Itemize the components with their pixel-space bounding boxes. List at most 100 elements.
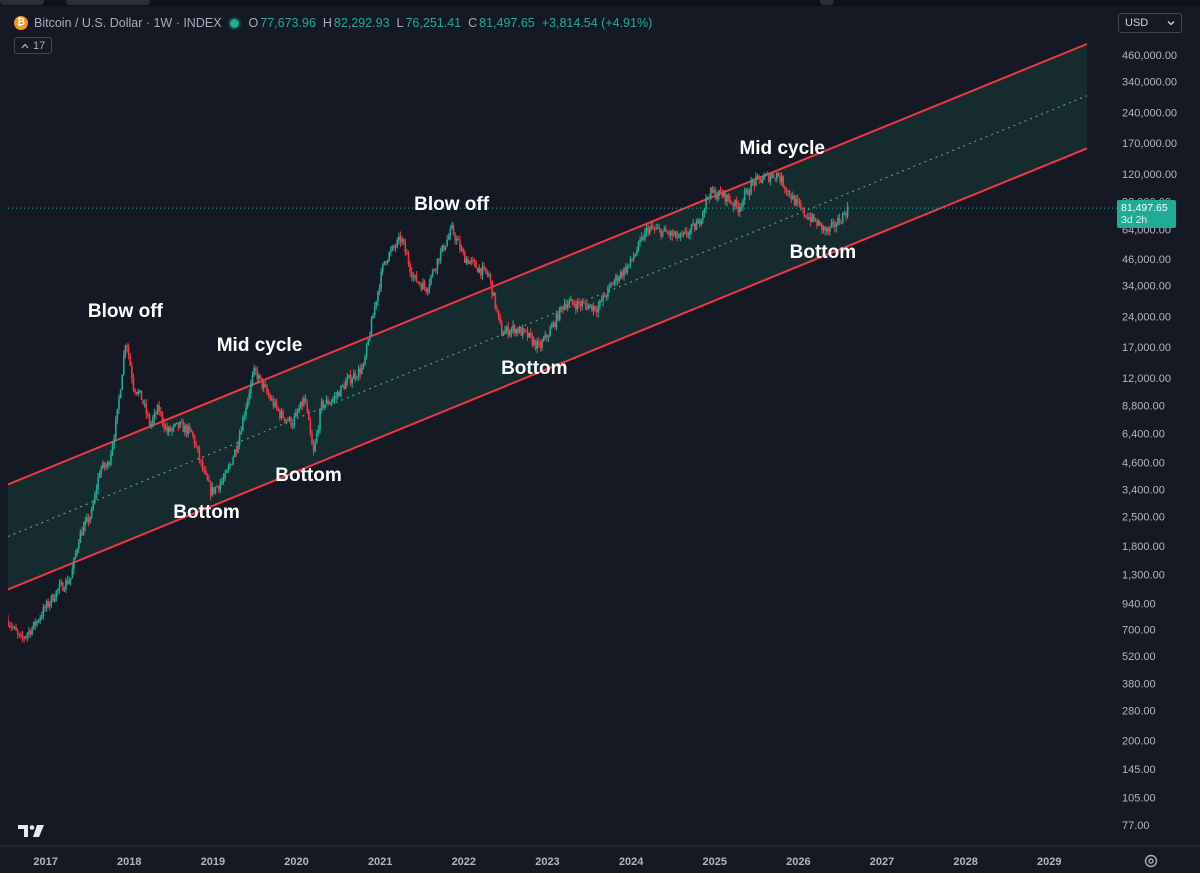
candle-body <box>665 228 667 232</box>
candle-body <box>407 254 410 264</box>
candle-body <box>441 245 444 252</box>
market-status-icon[interactable] <box>229 18 239 28</box>
candle-body <box>340 385 342 397</box>
candle-body <box>655 228 657 230</box>
candle-body <box>780 176 783 182</box>
candle-body <box>764 174 767 176</box>
candle-body <box>570 299 572 302</box>
candle-body <box>595 310 598 313</box>
candle-body <box>603 295 606 298</box>
indicators-toggle[interactable]: 17 <box>14 37 53 54</box>
candle-body <box>431 270 434 276</box>
candle-body <box>500 322 503 336</box>
candle-body <box>792 195 794 200</box>
candle-body <box>209 481 212 496</box>
candle-body <box>645 227 648 232</box>
candle-body <box>365 345 368 357</box>
candle-body <box>16 630 19 634</box>
candle-body <box>674 231 677 235</box>
candle-body <box>235 449 238 453</box>
tab-stub[interactable] <box>0 0 44 5</box>
candle-body <box>550 326 553 329</box>
candle-body <box>486 272 489 275</box>
candle-body <box>261 378 263 388</box>
currency-select[interactable]: USD <box>1118 13 1182 33</box>
candle-body <box>320 400 323 410</box>
candle-body <box>671 231 674 236</box>
high-value: 82,292.93 <box>333 16 390 30</box>
annotation-label: Mid cycle <box>739 137 825 159</box>
candle-body <box>142 400 144 404</box>
candle-body <box>571 299 574 304</box>
candle-body <box>404 242 407 253</box>
candle-body <box>196 446 199 450</box>
candle-body <box>684 231 686 233</box>
candle-body <box>98 473 101 478</box>
candle-body <box>248 393 251 400</box>
candle-body <box>800 203 802 209</box>
candle-body <box>804 215 807 217</box>
low-label: L <box>396 16 404 30</box>
tab-stub[interactable] <box>66 0 150 5</box>
candle-body <box>833 221 836 227</box>
candle-body <box>611 283 614 285</box>
candle-body <box>159 411 162 413</box>
candle-body <box>169 427 172 431</box>
tab-stub[interactable] <box>820 0 834 5</box>
candle-body <box>325 399 328 405</box>
candle-body <box>457 238 460 241</box>
candle-body <box>666 231 669 233</box>
symbol-title[interactable]: Bitcoin / U.S. Dollar · 1W · INDEX <box>34 16 222 30</box>
candle-body <box>406 252 408 255</box>
candle-body <box>221 480 223 484</box>
candle-body <box>420 284 423 290</box>
symbol-header[interactable]: ₿ Bitcoin / U.S. Dollar · 1W · INDEX O 77… <box>14 14 652 32</box>
candle-body <box>541 341 543 348</box>
candle-body <box>692 223 694 225</box>
candle-body <box>644 231 646 240</box>
y-tick-label: 170,000.00 <box>1122 138 1177 150</box>
candle-body <box>560 307 563 309</box>
candle-body <box>544 334 547 339</box>
candle-body <box>50 595 53 604</box>
y-tick-label: 145.00 <box>1122 764 1156 776</box>
candle-body <box>417 281 419 283</box>
candle-body <box>293 416 296 426</box>
candle-body <box>288 417 291 421</box>
candle-body <box>201 461 204 470</box>
candle-body <box>219 483 222 490</box>
candle-body <box>185 425 188 435</box>
candle-body <box>412 276 415 278</box>
candle-body <box>529 332 532 336</box>
candle-body <box>15 627 17 631</box>
candle-body <box>275 401 278 408</box>
candle-body <box>608 285 611 288</box>
candle-body <box>809 217 812 222</box>
candle-body <box>663 228 666 231</box>
y-tick-label: 24,000.00 <box>1122 311 1171 323</box>
x-tick-label: 2029 <box>1037 856 1061 868</box>
candle-body <box>192 432 194 436</box>
candle-body <box>589 304 592 306</box>
candle-body <box>468 261 471 264</box>
candle-body <box>460 249 463 251</box>
candle-body <box>18 633 21 635</box>
candle-body <box>776 173 778 179</box>
candle-body <box>467 258 469 264</box>
settings-gear-icon[interactable] <box>1144 854 1158 868</box>
candle-body <box>730 202 733 204</box>
candle-body <box>476 267 479 273</box>
candle-body <box>616 275 619 282</box>
candle-body <box>785 189 788 192</box>
candle-body <box>161 412 164 423</box>
candle-body <box>698 220 701 225</box>
tradingview-logo-icon[interactable] <box>18 823 45 844</box>
top-tab-strip <box>0 0 1200 6</box>
candle-body <box>69 578 72 581</box>
candle-body <box>455 238 458 241</box>
candle-body <box>280 411 283 418</box>
candle-body <box>439 251 442 261</box>
candle-body <box>148 415 151 426</box>
candle-body <box>224 472 226 479</box>
